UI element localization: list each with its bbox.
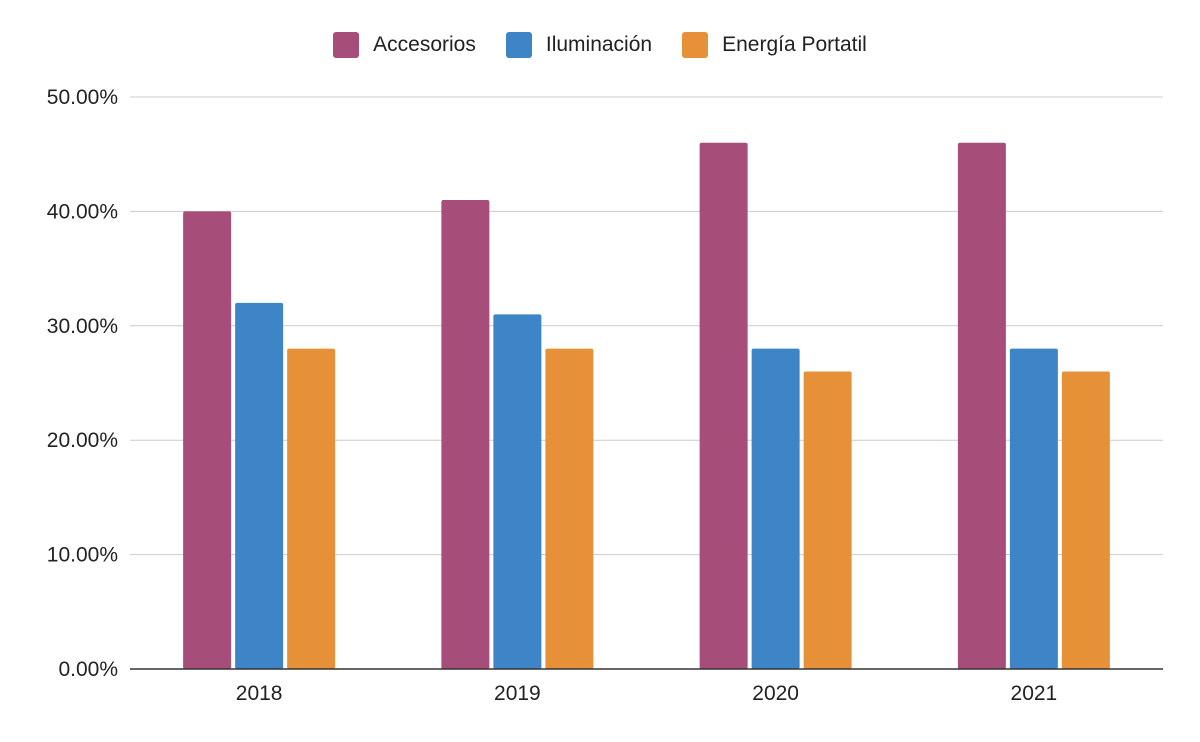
bar-energia-portatil-2018[interactable] (287, 348, 336, 669)
legend: Accesorios Iluminación Energía Portatil (0, 32, 1200, 58)
y-tick-label: 10.00% (47, 544, 118, 567)
bar-accesorios-2019[interactable] (441, 199, 490, 669)
bar-iluminacion-2020[interactable] (751, 348, 800, 669)
x-axis-ticks: 2018 2019 2020 2021 (236, 682, 1057, 705)
bar-accesorios-2018[interactable] (183, 211, 232, 669)
legend-swatch-energia-portatil (682, 32, 709, 58)
legend-item-iluminacion[interactable]: Iluminación (505, 32, 653, 58)
y-tick-label: 30.00% (47, 315, 118, 338)
bar-accesorios-2021[interactable] (957, 142, 1006, 669)
y-tick-label: 40.00% (47, 200, 118, 223)
x-tick-label: 2020 (752, 682, 799, 705)
x-tick-label: 2021 (1011, 682, 1058, 705)
bar-energia-portatil-2020[interactable] (803, 371, 852, 669)
y-axis-ticks: 0.00% 10.00% 20.00% 30.00% 40.00% 50.00% (47, 86, 118, 681)
bar-iluminacion-2018[interactable] (235, 302, 284, 669)
bar-accesorios-2020[interactable] (699, 142, 748, 669)
bar-iluminacion-2021[interactable] (1009, 348, 1058, 669)
x-tick-label: 2018 (236, 682, 283, 705)
legend-swatch-accesorios (333, 32, 360, 58)
bars (183, 142, 1110, 669)
bar-energia-portatil-2021[interactable] (1061, 371, 1110, 669)
y-tick-label: 20.00% (47, 429, 118, 452)
y-tick-label: 50.00% (47, 86, 118, 109)
legend-item-accesorios[interactable]: Accesorios (333, 32, 476, 58)
y-tick-label: 0.00% (58, 658, 118, 681)
gridlines (130, 96, 1163, 556)
x-tick-label: 2019 (494, 682, 541, 705)
legend-label-iluminacion: Iluminación (545, 33, 653, 56)
bar-energia-portatil-2019[interactable] (545, 348, 594, 669)
legend-swatch-iluminacion (505, 32, 532, 58)
legend-label-energia-portatil: Energía Portatil (722, 33, 867, 56)
legend-item-energia-portatil[interactable]: Energía Portatil (682, 32, 867, 58)
legend-label-accesorios: Accesorios (373, 33, 476, 56)
bar-iluminacion-2019[interactable] (493, 314, 542, 669)
